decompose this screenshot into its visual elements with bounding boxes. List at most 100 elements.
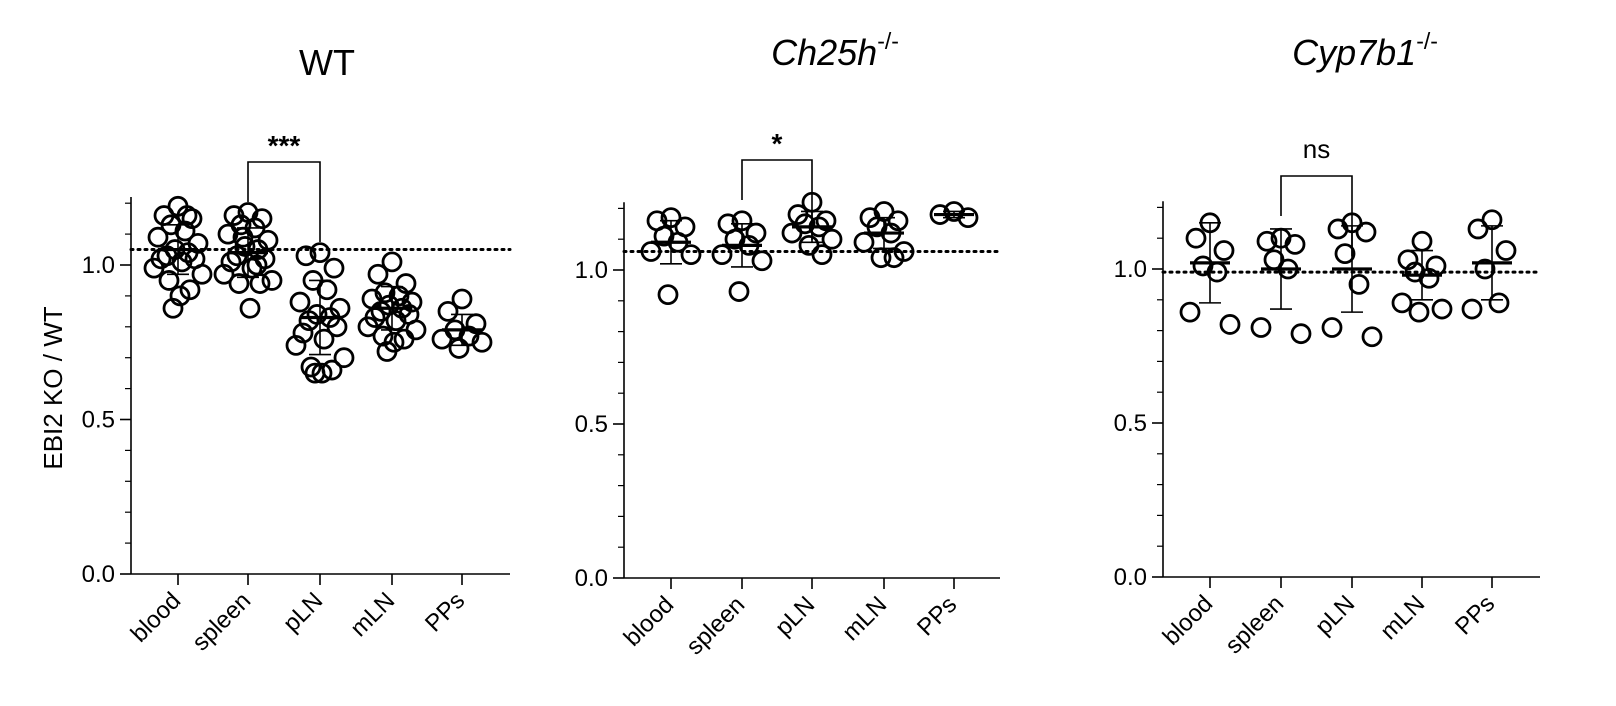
- data-point: [289, 291, 311, 313]
- significance-label: ns: [1303, 134, 1330, 164]
- data-point: [1327, 218, 1349, 240]
- data-point: [357, 316, 379, 338]
- data-point: [1256, 230, 1278, 252]
- y-tick-label: 0.0: [575, 565, 608, 592]
- data-point: [471, 331, 493, 353]
- data-point: [174, 220, 196, 242]
- y-tick-label: 0.5: [1114, 410, 1147, 437]
- data-point: [405, 319, 427, 341]
- x-tick-label: blood: [619, 591, 680, 652]
- x-tick-label: mLN: [1375, 590, 1430, 645]
- data-point: [226, 245, 248, 267]
- data-point: [1355, 221, 1377, 243]
- data-point: [711, 244, 733, 266]
- data-point: [1185, 227, 1207, 249]
- data-point: [367, 263, 389, 285]
- data-point: [158, 270, 180, 291]
- data-point: [1334, 243, 1356, 265]
- x-tick-label: blood: [126, 587, 187, 648]
- data-point: [309, 242, 331, 264]
- x-tick-label: PPs: [420, 587, 470, 637]
- data-point: [1467, 218, 1489, 240]
- data-point: [304, 362, 326, 384]
- data-point: [370, 300, 392, 322]
- data-point: [1488, 292, 1510, 314]
- data-point: [191, 263, 213, 285]
- data-point: [1321, 317, 1343, 338]
- data-point: [1431, 298, 1453, 320]
- data-point: [261, 270, 283, 291]
- data-point: [815, 210, 837, 232]
- data-point: [437, 300, 459, 322]
- data-point: [393, 328, 415, 350]
- data-point: [448, 338, 470, 359]
- x-tick-label: pLN: [770, 591, 820, 641]
- data-point: [295, 245, 317, 267]
- x-tick-label: spleen: [1220, 590, 1289, 659]
- significance-bracket: [247, 161, 321, 242]
- data-point: [381, 251, 403, 273]
- x-tick-label: mLN: [345, 587, 400, 642]
- chart-panel-1: WT 0.0 0.5 1.0 blood spleen pLN mLN PPs ***: [82, 42, 512, 656]
- y-axis-label: EBI2 KO / WT: [38, 306, 68, 469]
- chart-panel-3: Cyp7b1-/- 0.0 0.5 1.0 blood spleen pLN mLN PPs ns: [1114, 28, 1542, 659]
- x-tick-label: PPs: [1450, 590, 1500, 640]
- data-point: [853, 231, 875, 253]
- data-point: [1284, 233, 1306, 255]
- data-point: [372, 325, 394, 347]
- data-point: [1348, 273, 1370, 295]
- x-tick-label: PPs: [912, 591, 962, 641]
- data-point: [239, 297, 261, 319]
- data-point: [323, 257, 345, 279]
- significance-bracket: [1280, 175, 1353, 256]
- data-point: [1290, 323, 1312, 345]
- data-point: [213, 263, 235, 285]
- data-point: [313, 328, 335, 350]
- y-tick-label: 0.5: [575, 411, 608, 438]
- chart-title: Ch25h-/-: [771, 28, 899, 73]
- data-point: [147, 226, 169, 248]
- data-point: [1411, 230, 1433, 252]
- x-tick-label: pLN: [278, 587, 328, 637]
- y-tick-label: 0.0: [82, 561, 115, 588]
- significance-label: ***: [268, 130, 301, 161]
- data-point: [1391, 292, 1413, 314]
- data-point: [143, 257, 165, 279]
- data-point: [298, 310, 320, 332]
- data-point: [728, 281, 750, 302]
- data-point: [162, 297, 184, 319]
- chart-title: Cyp7b1-/-: [1292, 28, 1438, 73]
- data-point: [781, 222, 803, 244]
- data-point: [1408, 301, 1430, 323]
- data-point: [171, 251, 193, 273]
- significance-label: *: [772, 128, 783, 159]
- chart-panel-2: Ch25h-/- 0.0 0.5 1.0 blood spleen pLN mLN PPs *: [575, 28, 1002, 660]
- data-point: [431, 328, 453, 350]
- y-tick-label: 0.5: [82, 407, 115, 434]
- data-point: [311, 362, 333, 384]
- data-point: [657, 284, 679, 306]
- data-point: [821, 228, 843, 250]
- data-point: [1361, 326, 1383, 348]
- x-tick-label: mLN: [837, 591, 892, 646]
- x-tick-label: blood: [1158, 590, 1219, 651]
- data-point: [1418, 267, 1440, 289]
- y-tick-label: 0.0: [1114, 564, 1147, 591]
- y-tick-label: 1.0: [82, 252, 115, 279]
- data-point: [376, 341, 398, 362]
- data-point: [333, 347, 355, 369]
- data-point: [1495, 240, 1517, 261]
- data-point: [1250, 317, 1272, 338]
- data-point: [1219, 314, 1241, 335]
- data-point: [1213, 240, 1235, 261]
- x-tick-label: spleen: [681, 591, 750, 660]
- data-point: [451, 288, 473, 310]
- data-point: [228, 273, 250, 294]
- x-tick-label: spleen: [187, 587, 256, 656]
- data-point: [680, 244, 702, 266]
- data-point: [1474, 258, 1496, 280]
- data-point: [811, 244, 833, 266]
- y-tick-label: 1.0: [1114, 256, 1147, 283]
- significance-bracket: [741, 159, 813, 240]
